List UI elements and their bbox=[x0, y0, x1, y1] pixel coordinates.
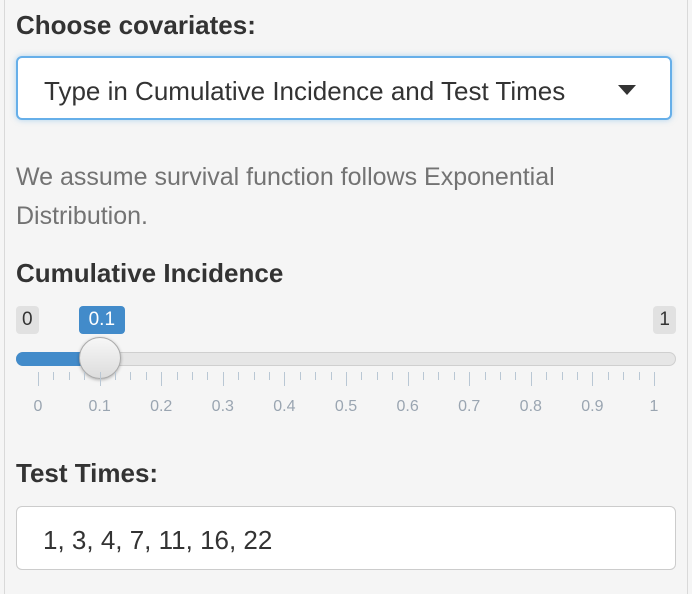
slider-grid-label: 0.5 bbox=[334, 398, 358, 415]
slider-minor-tick bbox=[376, 372, 378, 380]
slider-grid-label: 0.2 bbox=[150, 398, 173, 415]
slider-grid-label: 0.7 bbox=[458, 398, 481, 415]
slider-major-tick bbox=[161, 372, 163, 386]
slider-minor-tick bbox=[192, 372, 193, 380]
covariates-label: Choose covariates: bbox=[16, 10, 256, 40]
slider-grid bbox=[16, 372, 676, 392]
slider-grid-label: 0.1 bbox=[88, 398, 111, 415]
slider-minor-tick bbox=[623, 372, 625, 380]
slider-minor-tick bbox=[115, 372, 116, 380]
slider-major-tick bbox=[38, 372, 39, 386]
slider-minor-tick bbox=[68, 372, 70, 380]
slider-grid-label: 0.6 bbox=[396, 398, 419, 415]
test-times-label: Test Times: bbox=[16, 458, 159, 488]
slider-minor-tick bbox=[561, 372, 563, 380]
slider-major-tick bbox=[284, 372, 286, 386]
slider-minor-tick bbox=[638, 372, 640, 380]
slider-minor-tick bbox=[361, 372, 363, 380]
slider-minor-tick bbox=[269, 372, 270, 380]
slider-minor-tick bbox=[176, 372, 178, 380]
slider-minor-tick bbox=[546, 372, 548, 380]
slider-major-tick bbox=[407, 372, 409, 386]
cumulative-incidence-slider[interactable]: 0 0.1 1 0 0.1 0.2 0.3 0.4 0.5 0.6 0.7 0.8 0.9 1 bbox=[16, 306, 676, 416]
slider-minor-tick bbox=[577, 372, 578, 380]
test-times-input[interactable]: 1, 3, 4, 7, 11, 16, 22 bbox=[16, 506, 676, 570]
slider-value-label: 0.1 bbox=[78, 306, 126, 334]
slider-minor-tick bbox=[299, 372, 301, 380]
slider-min-label: 0 bbox=[16, 306, 39, 334]
slider-grid-label: 0.3 bbox=[211, 398, 234, 415]
slider-major-tick bbox=[469, 372, 471, 386]
slider-minor-tick bbox=[423, 372, 424, 380]
slider-minor-tick bbox=[484, 372, 486, 380]
slider-max-label: 1 bbox=[653, 306, 676, 334]
slider-minor-tick bbox=[253, 372, 255, 380]
chevron-down-icon[interactable] bbox=[618, 85, 636, 95]
slider-minor-tick bbox=[53, 372, 55, 380]
slider-grid-label: 0.9 bbox=[581, 398, 604, 415]
slider-minor-tick bbox=[607, 372, 609, 380]
slider-minor-tick bbox=[145, 372, 147, 380]
slider-minor-tick bbox=[315, 372, 317, 380]
slider-grid-label: 0 bbox=[33, 398, 43, 415]
slider-minor-tick bbox=[330, 372, 332, 380]
slider-grid-label: 1 bbox=[649, 398, 659, 415]
slider-major-tick bbox=[592, 372, 594, 386]
slider-grid-label: 0.4 bbox=[273, 398, 296, 415]
slider-minor-tick bbox=[500, 372, 501, 380]
slider-major-tick bbox=[654, 372, 655, 386]
covariates-select[interactable]: Type in Cumulative Incidence and Test Ti… bbox=[16, 56, 672, 120]
covariates-selected-value: Type in Cumulative Incidence and Test Ti… bbox=[44, 76, 566, 106]
slider-minor-tick bbox=[207, 372, 209, 380]
test-times-value: 1, 3, 4, 7, 11, 16, 22 bbox=[43, 525, 273, 555]
slider-minor-tick bbox=[84, 372, 86, 380]
cumulative-incidence-label: Cumulative Incidence bbox=[16, 258, 284, 288]
slider-minor-tick bbox=[238, 372, 240, 380]
slider-minor-tick bbox=[515, 372, 517, 380]
slider-minor-tick bbox=[438, 372, 440, 380]
slider-grid-label: 0.8 bbox=[519, 398, 542, 415]
slider-major-tick bbox=[346, 372, 347, 386]
slider-minor-tick bbox=[392, 372, 394, 380]
slider-major-tick bbox=[99, 372, 101, 386]
help-text: We assume survival function follows Expo… bbox=[16, 163, 555, 230]
slider-major-tick bbox=[530, 372, 532, 386]
slider-major-tick bbox=[222, 372, 224, 386]
slider-minor-tick bbox=[453, 372, 455, 380]
slider-minor-tick bbox=[130, 372, 132, 380]
